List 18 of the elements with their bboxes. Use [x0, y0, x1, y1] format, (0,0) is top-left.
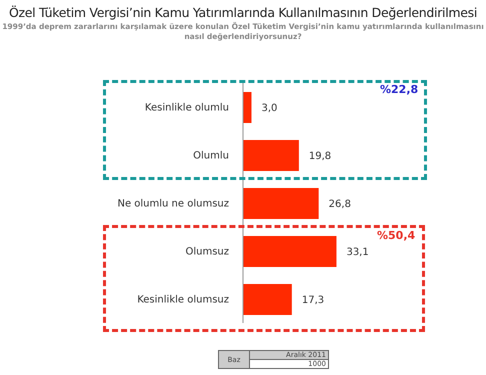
bar	[243, 188, 319, 219]
data-label: 3,0	[261, 103, 278, 114]
data-label: 17,3	[302, 295, 324, 306]
y-tick-label: Kesinlikle olumlu	[144, 102, 229, 114]
y-tick-label: Olumlu	[193, 150, 229, 162]
chart-title: Özel Tüketim Vergisi’nin Kamu Yatırımlarında Kullanılmasının Değerlendirilmesi	[8, 5, 478, 20]
data-label: 19,8	[308, 151, 332, 162]
y-tick-label: Olumsuz	[185, 246, 229, 258]
text: %50,4	[377, 229, 416, 242]
data-label: 26,8	[328, 199, 351, 210]
bar	[243, 284, 292, 315]
y-tick-label: Kesinlikle olumsuz	[137, 294, 229, 306]
bar	[243, 140, 299, 171]
data-label: 33,1	[346, 247, 369, 258]
bar	[243, 92, 252, 123]
y-tick-label: Ne olumlu ne olumsuz	[117, 198, 229, 210]
text: %22,8	[380, 83, 418, 96]
bar	[243, 236, 336, 267]
